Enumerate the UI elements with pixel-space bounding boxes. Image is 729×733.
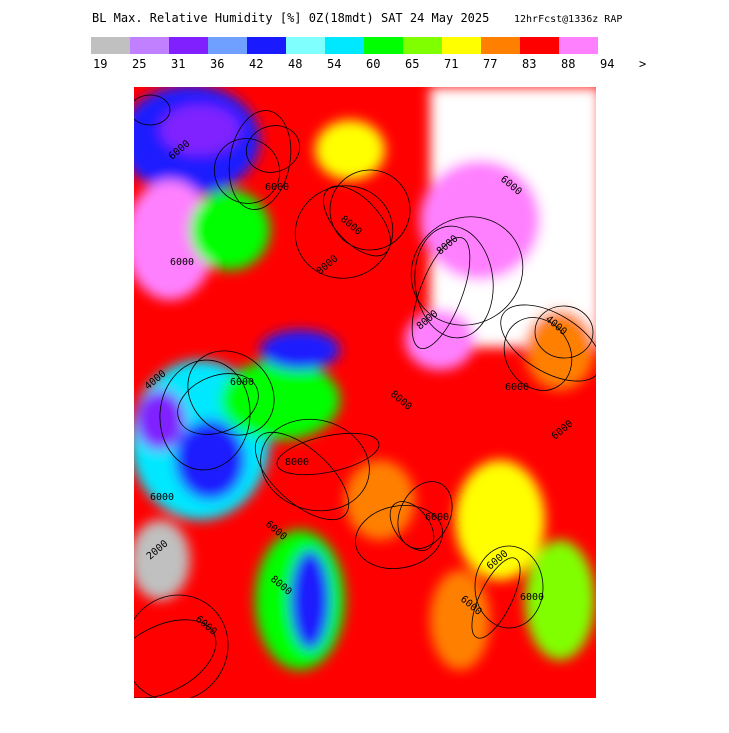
legend-label: 31: [171, 57, 185, 71]
contour-line: [159, 359, 251, 471]
legend-label: 65: [405, 57, 419, 71]
legend-swatch: [247, 37, 286, 54]
contour-line: [397, 481, 453, 549]
contour-line: [534, 305, 594, 359]
legend-swatch: [286, 37, 325, 54]
legend-swatch: [364, 37, 403, 54]
legend-swatch: [403, 37, 442, 54]
contour-line: [500, 304, 596, 382]
legend: 19 25 31 36 42 48 54 60 65 71 77 83 88 94 >: [91, 37, 646, 71]
legend-label: >: [639, 57, 646, 71]
contour-line: [134, 594, 229, 698]
contour-line: [228, 110, 292, 210]
map: [134, 87, 596, 698]
legend-swatch: [91, 37, 130, 54]
contour-label: 6000: [265, 182, 289, 193]
contour-label: 6000: [230, 377, 254, 388]
contour-line: [471, 557, 521, 639]
contour-label: 6000: [170, 257, 194, 268]
contour-label: 6000: [150, 492, 174, 503]
contour-line: [276, 432, 380, 476]
contour-line: [329, 169, 411, 251]
contour-line: [410, 216, 524, 326]
legend-swatch: [520, 37, 559, 54]
contour-line: [474, 545, 544, 629]
contour-line: [389, 501, 435, 551]
legend-swatch: [169, 37, 208, 54]
legend-label: 36: [210, 57, 224, 71]
title: BL Max. Relative Humidity [%] 0Z(18mdt) …: [92, 11, 489, 25]
contour-line: [411, 237, 471, 349]
contour-label: 6000: [505, 382, 529, 393]
legend-label: 19: [93, 57, 107, 71]
contour-line: [355, 505, 443, 569]
legend-label: 42: [249, 57, 263, 71]
legend-label: 88: [561, 57, 575, 71]
contour-line: [134, 619, 217, 698]
legend-swatch: [481, 37, 520, 54]
contour-line: [294, 185, 394, 279]
contour-line: [177, 373, 259, 435]
contour-line: [245, 125, 301, 173]
legend-label: 54: [327, 57, 341, 71]
legend-swatch: [130, 37, 169, 54]
contour-line: [213, 138, 281, 204]
legend-label: 60: [366, 57, 380, 71]
legend-swatch: [559, 37, 598, 54]
contour-line: [503, 317, 573, 391]
legend-swatch: [208, 37, 247, 54]
contour-label: 6000: [520, 592, 544, 603]
legend-swatch: [442, 37, 481, 54]
contour-line: [260, 418, 370, 512]
legend-label: 77: [483, 57, 497, 71]
contour-label: 6000: [425, 512, 449, 523]
legend-label: 83: [522, 57, 536, 71]
contour-line: [414, 225, 494, 339]
contour-line: [254, 431, 350, 521]
legend-swatch: [325, 37, 364, 54]
legend-label: 48: [288, 57, 302, 71]
contour-label: 8000: [285, 457, 309, 468]
contour-line: [134, 94, 171, 126]
legend-label: 25: [132, 57, 146, 71]
legend-label: 94: [600, 57, 614, 71]
legend-label: 71: [444, 57, 458, 71]
subtitle: 12hrFcst@1336z RAP: [514, 14, 622, 25]
contour-line: [187, 350, 275, 436]
contour-line: [323, 185, 391, 257]
